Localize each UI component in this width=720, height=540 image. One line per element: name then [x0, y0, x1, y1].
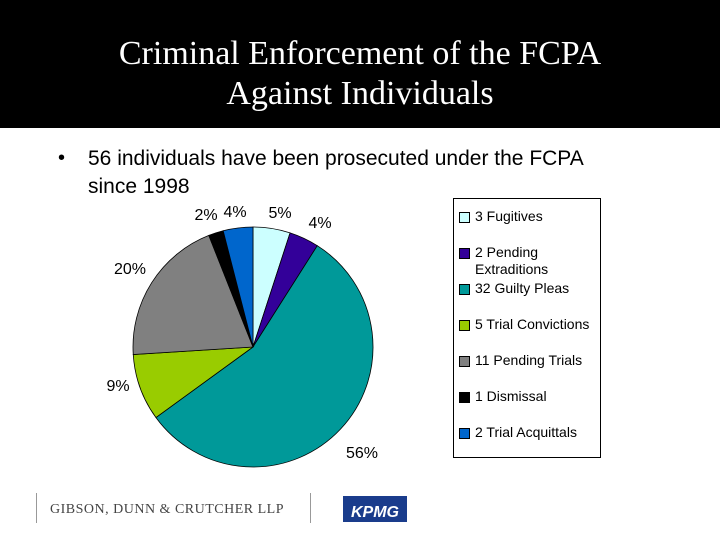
legend-label: 2 Trial Acquittals [475, 424, 577, 440]
title-line-1: Criminal Enforcement of the FCPA [118, 35, 602, 72]
legend-label: 5 Trial Convictions [475, 316, 590, 332]
legend-swatch [459, 212, 470, 223]
pie-data-label: 4% [308, 215, 331, 232]
pie-data-label: 56% [346, 445, 378, 462]
kpmg-logo-text: KPMG [351, 504, 399, 521]
legend-swatch [459, 428, 470, 439]
title-line-2: Against Individuals [226, 75, 494, 112]
bullet-marker: • [58, 147, 66, 169]
pie-data-label: 20% [114, 261, 146, 278]
pie-data-label: 5% [268, 205, 291, 222]
legend-label: 11 Pending Trials [475, 352, 583, 368]
legend-label: 1 Dismissal [475, 388, 547, 404]
legend-swatch [459, 392, 470, 403]
slide-title: Criminal Enforcement of the FCPA Against… [0, 34, 720, 114]
pie-slice [132, 234, 254, 355]
pie-data-label: 4% [223, 204, 246, 221]
pie-slice [222, 226, 254, 348]
gibson-dunn-logo: GIBSON, DUNN & CRUTCHER LLP [50, 502, 285, 517]
legend-swatch [459, 320, 470, 331]
pie-slice [155, 245, 374, 468]
chart-legend: 3 Fugitives 2 Pending Extraditions 32 Guil… [453, 198, 601, 458]
legend-swatch [459, 356, 470, 367]
title-bar: Criminal Enforcement of the FCPA Against… [0, 0, 720, 128]
bullet-text: 56 individuals have been prosecuted unde… [88, 147, 583, 198]
kpmg-logo: KPMG [343, 496, 407, 522]
legend-label: 2 Pending Extraditions [475, 244, 549, 277]
pie-data-label: 9% [106, 378, 129, 395]
legend-label: 3 Fugitives [475, 208, 543, 224]
footer-divider-middle [310, 493, 311, 523]
legend-swatch [459, 284, 470, 295]
footer-divider-left [36, 493, 37, 523]
pie-data-label: 2% [194, 207, 217, 224]
legend-swatch [459, 248, 470, 259]
legend-label: 32 Guilty Pleas [475, 280, 570, 296]
